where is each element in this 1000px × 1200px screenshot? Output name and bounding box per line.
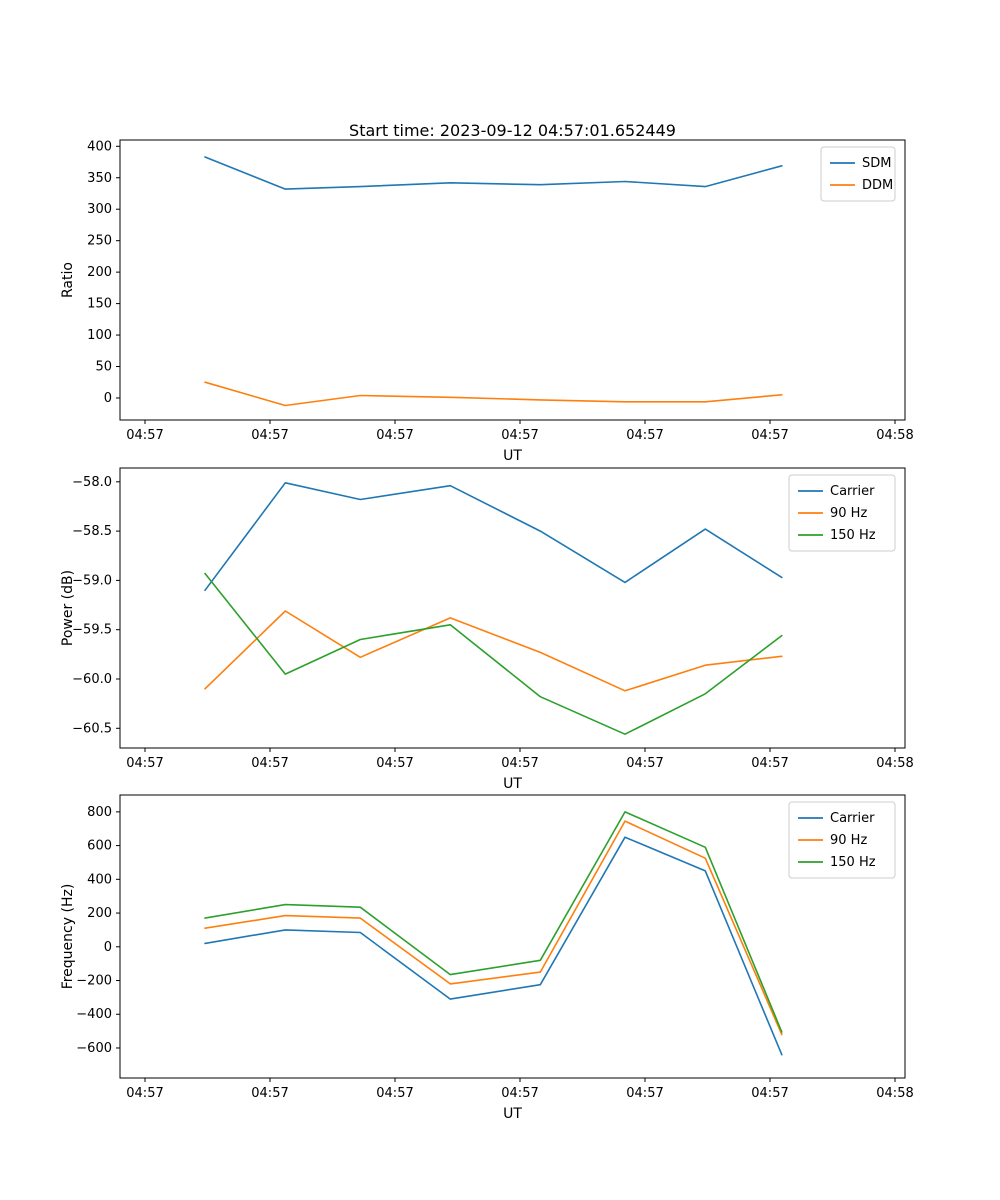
x-tick-label: 04:57	[626, 756, 663, 771]
y-tick-label: −58.0	[72, 475, 112, 490]
y-tick-label: −59.5	[72, 623, 112, 638]
x-tick-label: 04:57	[751, 756, 788, 771]
legend-box	[820, 146, 896, 202]
y-axis-label: Power (dB)	[60, 570, 76, 646]
y-tick-label: −60.0	[72, 672, 112, 687]
x-tick-label: 04:57	[126, 756, 163, 771]
x-tick-label: 04:57	[501, 1086, 538, 1101]
x-tick-label: 04:57	[126, 1086, 163, 1101]
x-tick-label: 04:57	[251, 428, 288, 443]
y-tick-label: 250	[87, 234, 112, 249]
x-axis-label: UT	[503, 1106, 522, 1122]
legend-box	[788, 474, 896, 552]
x-tick-label: 04:57	[501, 756, 538, 771]
y-tick-label: 0	[104, 391, 112, 406]
chart-3: −600 −400 −200 0 200 400 600 800 04:57 04:57 04:57…	[60, 794, 914, 1122]
chart-1: 0 50 100 150 200 250 300 350 400 04:57 04:57 04:57 0…	[60, 139, 914, 464]
x-tick-label: 04:57	[751, 428, 788, 443]
legend-label: 150 Hz	[830, 855, 876, 870]
series-line-150-hz	[204, 572, 783, 736]
legend-label: 90 Hz	[830, 506, 867, 521]
y-tick-label: −200	[76, 974, 112, 989]
axes-frame	[119, 467, 906, 749]
x-tick-label: 04:57	[751, 1086, 788, 1101]
y-tick-label: 50	[95, 360, 112, 375]
x-tick-label: 04:57	[376, 428, 413, 443]
series-line-ddm	[204, 381, 783, 407]
y-axis-label: Frequency (Hz)	[60, 884, 76, 990]
legend: Carrier 90 Hz 150 Hz	[788, 474, 896, 552]
y-tick-label: −600	[76, 1041, 112, 1056]
y-tick-label: 150	[87, 297, 112, 312]
x-tick-label: 04:57	[376, 1086, 413, 1101]
x-tick-label: 04:57	[251, 1086, 288, 1101]
legend-label: 90 Hz	[830, 833, 867, 848]
y-tick-label: 300	[87, 202, 112, 217]
y-tick-label: 800	[87, 805, 112, 820]
x-tick-label: 04:57	[626, 428, 663, 443]
axes-frame	[119, 794, 906, 1079]
y-tick-label: 350	[87, 171, 112, 186]
x-tick-label: 04:57	[376, 756, 413, 771]
series-line-sdm	[204, 156, 783, 190]
y-tick-label: −58.5	[72, 524, 112, 539]
series-line-90-hz	[204, 610, 783, 692]
series-line-carrier	[204, 836, 783, 1056]
x-tick-label: 04:57	[251, 756, 288, 771]
series-line-90-hz	[204, 820, 783, 1036]
y-tick-label: 200	[87, 265, 112, 280]
y-tick-label: −59.0	[72, 573, 112, 588]
legend-label: 150 Hz	[830, 528, 876, 543]
x-tick-label: 04:58	[876, 1086, 913, 1101]
y-tick-label: 400	[87, 139, 112, 154]
legend-box	[788, 801, 896, 879]
x-tick-label: 04:58	[876, 428, 913, 443]
y-axis-label: Ratio	[60, 262, 76, 298]
legend: SDM DDM	[820, 146, 896, 202]
series-line-150-hz	[204, 811, 783, 1033]
y-tick-label: −400	[76, 1007, 112, 1022]
y-tick-label: 600	[87, 839, 112, 854]
legend-label: Carrier	[830, 484, 875, 499]
legend-label: SDM	[862, 156, 891, 171]
x-tick-label: 04:57	[626, 1086, 663, 1101]
y-tick-label: −60.5	[72, 721, 112, 736]
x-tick-label: 04:57	[501, 428, 538, 443]
chart-title: Start time: 2023-09-12 04:57:01.652449	[349, 121, 676, 140]
y-tick-label: 0	[104, 940, 112, 955]
legend: Carrier 90 Hz 150 Hz	[788, 801, 896, 879]
axes-frame	[119, 139, 906, 421]
x-axis-label: UT	[503, 776, 522, 792]
series-line-carrier	[204, 481, 783, 592]
legend-label: DDM	[862, 178, 893, 193]
y-tick-label: 200	[87, 906, 112, 921]
x-tick-label: 04:58	[876, 756, 913, 771]
legend-label: Carrier	[830, 811, 875, 826]
x-tick-label: 04:57	[126, 428, 163, 443]
y-tick-label: 400	[87, 872, 112, 887]
chart-2: −58.0 −58.5 −59.0 −59.5 −60.0 −60.5 04:57 04:57…	[60, 467, 914, 792]
y-tick-label: 100	[87, 328, 112, 343]
x-axis-label: UT	[503, 448, 522, 464]
